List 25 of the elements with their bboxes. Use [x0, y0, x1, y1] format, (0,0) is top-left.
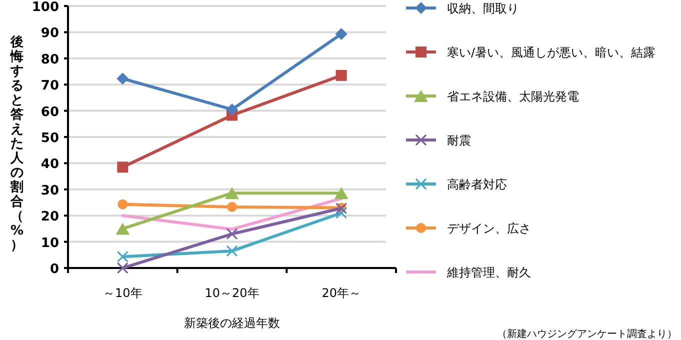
legend-label: 省エネ設備、太陽光発電	[447, 90, 579, 104]
point	[336, 70, 347, 81]
legend-label: 耐震	[447, 134, 471, 148]
point	[334, 187, 348, 200]
legend-label: 寒い/暑い、風通しが悪い、暗い、結露	[447, 46, 656, 60]
point	[335, 28, 348, 40]
point	[116, 72, 129, 85]
point	[227, 202, 237, 212]
legend-label: 高齢者対応	[447, 178, 507, 192]
point	[225, 187, 239, 200]
point	[336, 207, 348, 219]
x-axis-title: 新築後の経過年数	[184, 316, 280, 330]
point	[226, 245, 238, 257]
text: 後悔すると答えた人の割合（%）	[10, 35, 24, 253]
point	[116, 262, 128, 274]
point	[116, 222, 130, 235]
point	[118, 199, 128, 210]
point	[117, 162, 128, 173]
legend-label: デザイン、広さ	[447, 222, 531, 236]
point	[226, 103, 238, 116]
legend-label: 収納、間取り	[447, 2, 519, 16]
legend-label: 維持管理、耐久	[446, 266, 531, 280]
text: （新建ハウジングアンケート調査より）	[497, 328, 677, 340]
point	[116, 250, 128, 263]
point	[226, 228, 238, 240]
